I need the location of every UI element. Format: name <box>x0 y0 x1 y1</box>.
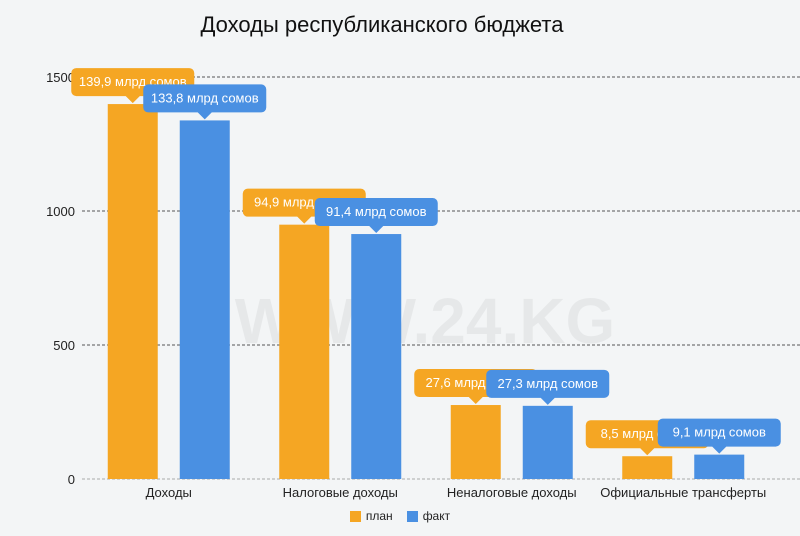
legend-swatch-plan <box>349 510 361 522</box>
legend-item-fact[interactable]: факт <box>406 509 451 523</box>
legend-swatch-fact <box>406 510 418 522</box>
x-tick-label: Неналоговые доходы <box>447 485 577 500</box>
x-tick-label: Налоговые доходы <box>283 485 398 500</box>
bar-plan[interactable] <box>279 224 330 479</box>
x-tick-label: Доходы <box>146 485 192 500</box>
y-tick-label: 1000 <box>46 204 75 219</box>
y-tick-label: 0 <box>68 472 75 487</box>
legend-item-plan[interactable]: план <box>349 509 393 523</box>
bar-plan[interactable] <box>450 405 501 479</box>
data-label-callout <box>143 84 267 120</box>
x-tick-label: Официальные трансферты <box>600 485 766 500</box>
y-tick-label: 500 <box>53 338 75 353</box>
y-tick-label: 1500 <box>46 70 75 85</box>
legend: план факт <box>0 509 800 523</box>
chart-title: Доходы республиканского бюджета <box>200 12 564 37</box>
data-label: 133,8 млрд сомов <box>151 90 259 105</box>
bar-fact[interactable] <box>179 120 230 479</box>
data-label-callout <box>657 418 781 454</box>
legend-label-plan: план <box>365 509 393 523</box>
legend-label-fact: факт <box>422 509 451 523</box>
data-label-callout <box>486 369 610 405</box>
data-label-callout <box>314 198 438 234</box>
data-label: 27,3 млрд сомов <box>497 376 598 391</box>
bar-fact[interactable] <box>694 454 745 479</box>
bar-plan[interactable] <box>622 456 673 479</box>
bar-fact[interactable] <box>522 405 573 479</box>
data-label: 91,4 млрд сомов <box>326 204 427 219</box>
bar-plan[interactable] <box>107 104 158 480</box>
data-label: 9,1 млрд сомов <box>673 425 766 440</box>
bar-fact[interactable] <box>351 234 402 479</box>
